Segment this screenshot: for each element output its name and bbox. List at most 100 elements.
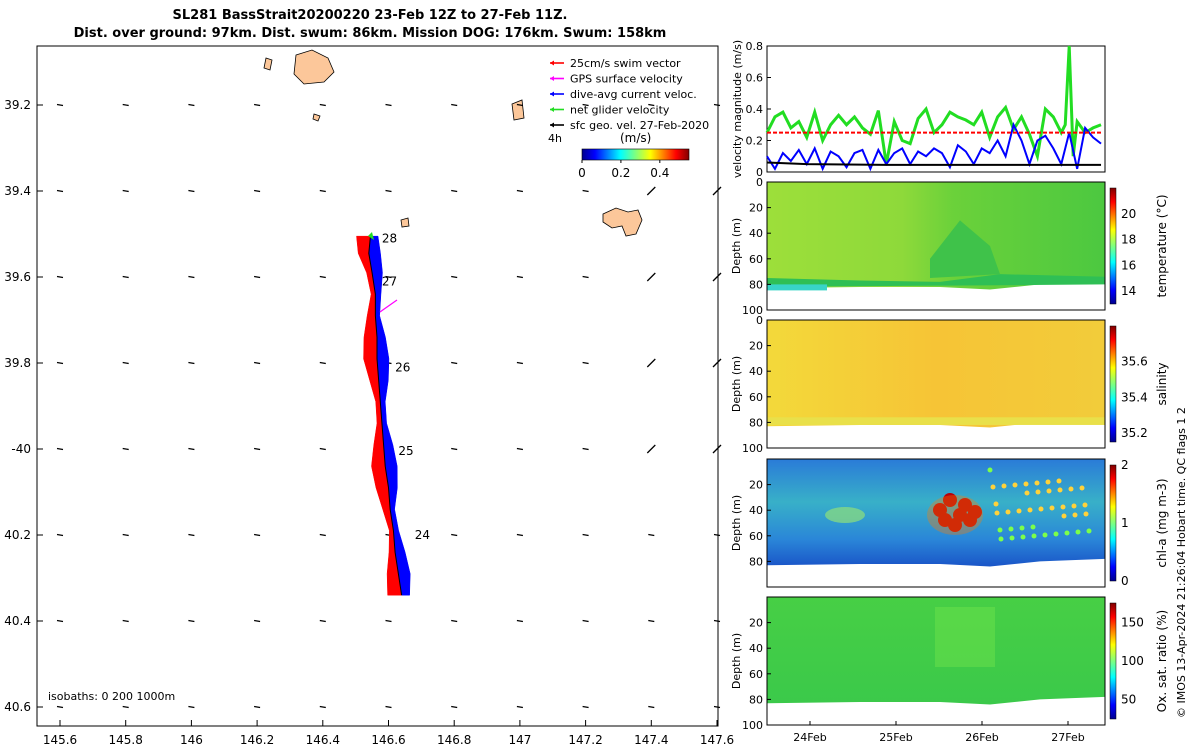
section-colorbar <box>1109 325 1117 443</box>
chl-sample-dot <box>1020 534 1026 540</box>
geo-vector <box>646 272 656 282</box>
geo-vector <box>712 272 722 282</box>
depth-tick-label: 60 <box>749 530 763 543</box>
chl-sample-dot <box>998 536 1004 542</box>
velocity-series <box>765 45 1102 172</box>
chl-sample-dot <box>1061 513 1067 519</box>
geo-vector <box>319 619 326 623</box>
chl-sample-dot <box>993 501 999 507</box>
colorbar-ticks: 0 0.2 0.4 <box>578 160 669 180</box>
geo-vector <box>385 103 392 107</box>
chl-bloom-dot <box>958 498 972 512</box>
chl-sample-dot <box>1034 480 1040 486</box>
gps-velocity-vector <box>379 299 398 313</box>
geo-vector <box>648 619 655 623</box>
chl-sample-dot <box>1035 489 1041 495</box>
map-xtick-label: 147.2 <box>568 733 602 747</box>
geo-vector <box>188 447 195 451</box>
day-label: 26 <box>395 360 410 374</box>
velocity-ytick-label: 0.4 <box>746 103 764 116</box>
colorbar-tick-label: 0 <box>578 166 586 180</box>
geo-vector <box>646 358 656 368</box>
colorbar-tick-label: 35.4 <box>1121 390 1148 404</box>
map-ytick-label: 39.8 <box>4 356 31 370</box>
chl-sample-dot <box>1068 486 1074 492</box>
depth-ylabel: Depth (m) <box>730 218 743 274</box>
section-panel: 0 20 40 60 80 100 Depth (m) 35.6 35.4 35.2 salinit… <box>730 314 1169 455</box>
chl-sample-dot <box>1030 524 1036 530</box>
map-xtick-label: 147.4 <box>634 733 668 747</box>
chl-sample-dot <box>1016 508 1022 514</box>
geo-vector <box>516 189 524 193</box>
geo-vector <box>253 361 261 365</box>
geo-vector <box>713 619 721 623</box>
map-ytick-label: 39.2 <box>4 98 31 112</box>
map-xtick-label: 145.6 <box>43 733 77 747</box>
map-axes-box <box>36 45 719 727</box>
variable-label: temperature (°C) <box>1155 195 1169 298</box>
cool-intrusion <box>930 220 1000 278</box>
colorbar-tick-label: 35.2 <box>1121 426 1148 440</box>
section-axes-box <box>766 181 1106 311</box>
legend-arrowhead <box>550 91 554 97</box>
cold-bottom-layer <box>767 274 1105 287</box>
legend-label: 25cm/s swim vector <box>570 57 681 70</box>
depth-tick-label: 20 <box>749 340 763 353</box>
chl-sample-dot <box>1038 506 1044 512</box>
geo-vector <box>253 533 261 537</box>
island-small-1 <box>312 113 321 122</box>
depth-tick-label: 80 <box>749 416 763 429</box>
legend-arrowhead <box>550 76 554 81</box>
velocity-ylabel: velocity magnitude (m/s) <box>731 40 744 178</box>
geo-vector <box>56 103 64 107</box>
colorbar-tick-label: 50 <box>1121 693 1136 707</box>
map-xtick-label: 147 <box>508 733 531 747</box>
variable-label: Ox. sat. ratio (%) <box>1155 610 1169 712</box>
colorbar-tick-label: 20 <box>1121 207 1136 221</box>
geo-vector <box>188 275 195 279</box>
depth-tick-label: 100 <box>742 304 763 317</box>
chl-sample-dot <box>1064 530 1070 536</box>
depth-tick-label: 20 <box>749 617 763 630</box>
section-panel: 0 20 40 60 80 100 Depth (m) 20 18 16 14 temperature… <box>730 176 1169 317</box>
velocity-axes <box>766 45 1106 173</box>
chl-sample-dot <box>1057 487 1063 493</box>
geo-vector <box>122 619 129 623</box>
chl-sample-dot <box>1082 502 1088 508</box>
geo-vector <box>253 189 261 193</box>
date-tick-label: 26Feb <box>965 731 998 744</box>
map-panel: 145.6 145.8 146 146.2 146.4 146.6 146.8 147 147.… <box>4 45 734 747</box>
variable-label: chl-a (mg m-3) <box>1155 478 1169 567</box>
map-ytick-label: 39.4 <box>4 184 31 198</box>
geo-vector <box>122 189 129 193</box>
chl-sample-dot <box>1005 509 1011 515</box>
geo-vector <box>648 705 655 709</box>
chl-sample-dot <box>1060 504 1066 510</box>
geo-vector <box>646 186 656 196</box>
chl-sample-dot <box>1001 483 1007 489</box>
colorbar-tick-label: 14 <box>1121 284 1136 298</box>
geo-vector <box>516 275 524 279</box>
chl-patch <box>825 507 865 523</box>
legend-label: net glider velocity <box>570 104 670 117</box>
section-panel: 20 40 60 80 Depth (m) 2 1 0 chl-a (mg m-3) <box>730 458 1169 588</box>
chl-sample-dot <box>1056 478 1062 484</box>
geo-vector <box>451 103 458 107</box>
chl-sample-dot <box>1031 533 1037 539</box>
depth-ylabel: Depth (m) <box>730 495 743 551</box>
geo-vector <box>253 447 261 451</box>
geo-vector <box>451 619 458 623</box>
geo-vector <box>582 705 589 709</box>
glider-track <box>356 232 411 596</box>
chl-sample-dot <box>1086 528 1092 534</box>
depth-tick-label: 40 <box>749 642 763 655</box>
depth-tick-label: 80 <box>749 693 763 706</box>
geo-vector <box>648 103 655 107</box>
section-axes-box <box>766 458 1106 588</box>
depth-tick-label: 60 <box>749 668 763 681</box>
map-xtick-label: 146.4 <box>306 733 340 747</box>
geo-vector <box>713 533 721 537</box>
map-xtick-label: 146.6 <box>371 733 405 747</box>
island-small-2 <box>511 99 525 121</box>
geo-vector <box>319 705 326 709</box>
